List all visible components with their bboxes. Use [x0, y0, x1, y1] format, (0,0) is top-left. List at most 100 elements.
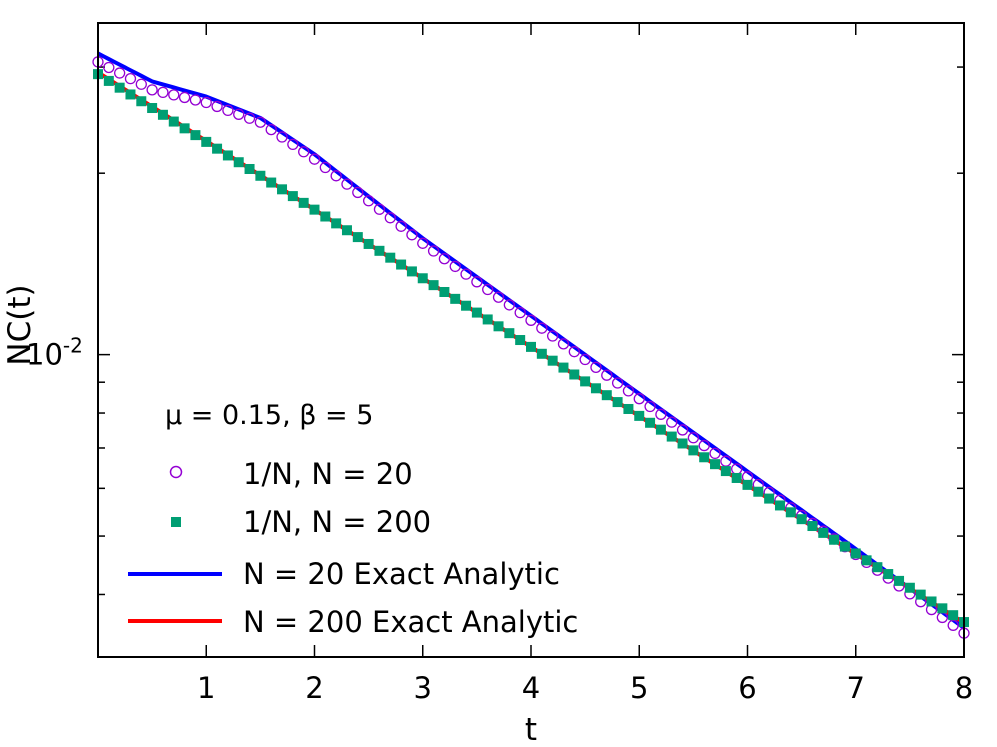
data-point-filled-square — [731, 472, 742, 483]
legend-entry-n20-points: 1/N, N = 20 — [169, 457, 413, 491]
data-point-filled-square — [179, 123, 190, 134]
data-point-filled-square — [742, 479, 753, 490]
data-point-filled-square — [298, 197, 309, 208]
y-axis-title: NC(t) — [2, 284, 38, 365]
x-tick-label: 4 — [522, 671, 540, 705]
data-point-filled-square — [796, 514, 807, 525]
data-point-open-circle — [709, 447, 721, 460]
data-point-open-circle — [189, 94, 202, 106]
data-point-open-circle — [644, 400, 656, 413]
tick-labels: 1 2 3 4 5 6 7 8 10-2 — [26, 334, 973, 705]
data-point-filled-square — [753, 486, 764, 497]
data-point-filled-square — [785, 507, 796, 518]
legend-marker-open-circle — [169, 465, 183, 479]
data-point-filled-square — [352, 232, 363, 243]
data-point-filled-square — [147, 103, 158, 114]
data-point-open-circle — [168, 89, 180, 101]
data-point-open-circle — [525, 314, 537, 326]
data-point-filled-square — [655, 424, 666, 435]
data-point-open-circle — [276, 131, 288, 143]
data-point-open-circle — [135, 78, 147, 90]
data-point-open-circle — [341, 178, 353, 190]
x-tick-label: 7 — [847, 671, 865, 705]
data-point-open-circle — [557, 338, 570, 350]
data-point-filled-square — [861, 555, 872, 566]
data-point-filled-square — [710, 459, 721, 470]
data-point-open-circle — [319, 161, 331, 174]
data-point-filled-square — [363, 238, 374, 249]
data-point-filled-square — [493, 321, 504, 332]
x-tick-label: 5 — [630, 671, 648, 705]
data-point-open-circle — [362, 195, 375, 207]
data-point-open-circle — [655, 408, 667, 420]
data-point-filled-square — [526, 341, 536, 352]
x-tick-label: 6 — [738, 671, 756, 705]
data-point-filled-square — [439, 286, 450, 297]
data-point-open-circle — [492, 291, 505, 303]
data-point-open-circle — [460, 268, 472, 280]
plot-frame — [97, 22, 965, 658]
data-point-filled-square — [699, 452, 710, 463]
data-point-open-circle — [947, 619, 959, 631]
data-point-open-circle — [601, 369, 613, 381]
data-point-filled-square — [266, 177, 277, 188]
data-point-filled-square — [168, 116, 179, 127]
data-point-open-circle — [178, 91, 191, 104]
data-point-filled-square — [590, 383, 601, 394]
data-point-filled-square — [396, 259, 407, 270]
legend-entry-n200-points: 1/N, N = 200 — [171, 505, 431, 539]
data-point-open-circle — [698, 439, 710, 452]
data-point-filled-square — [136, 96, 147, 107]
data-point-filled-square — [287, 191, 298, 202]
data-point-filled-square — [461, 300, 472, 311]
legend-label: N = 20 Exact Analytic — [243, 557, 560, 591]
data-point-open-circle — [265, 123, 277, 136]
data-point-filled-square — [612, 397, 623, 408]
y-tick-label: 10-2 — [26, 334, 83, 372]
data-point-filled-square — [374, 245, 385, 256]
data-point-filled-square — [471, 307, 482, 318]
legend-marker-filled-square — [171, 517, 181, 527]
data-point-filled-square — [406, 266, 417, 277]
legend-entry-n200-analytic: N = 200 Exact Analytic — [128, 605, 578, 639]
data-point-open-circle — [449, 260, 461, 273]
legend-entry-n20-analytic: N = 20 Exact Analytic — [128, 557, 560, 591]
data-point-filled-square — [504, 328, 515, 339]
data-point-filled-square — [569, 369, 580, 380]
data-point-open-circle — [568, 346, 580, 358]
data-point-open-circle — [114, 67, 126, 79]
x-tick-label: 3 — [414, 671, 432, 705]
data-point-filled-square — [244, 163, 255, 174]
data-point-open-circle — [503, 299, 516, 311]
data-point-open-circle — [406, 229, 418, 241]
data-point-filled-square — [677, 438, 688, 449]
legend-label: 1/N, N = 20 — [243, 457, 413, 491]
data-point-filled-square — [850, 548, 861, 559]
data-point-open-circle — [254, 116, 267, 128]
data-point-filled-square — [222, 150, 233, 161]
data-point-filled-square — [114, 82, 125, 93]
data-point-open-circle — [427, 245, 440, 257]
data-point-open-circle — [611, 377, 624, 389]
data-point-open-circle — [395, 220, 407, 232]
data-point-filled-square — [807, 521, 818, 532]
data-point-filled-square — [872, 562, 883, 573]
data-point-filled-square — [580, 376, 591, 387]
data-point-filled-square — [201, 136, 212, 147]
data-point-filled-square — [818, 527, 829, 538]
data-point-filled-square — [277, 184, 288, 195]
legend-label: 1/N, N = 200 — [243, 505, 431, 539]
data-point-filled-square — [829, 534, 840, 545]
data-point-filled-square — [839, 541, 850, 552]
data-point-filled-square — [331, 218, 342, 229]
data-point-filled-square — [233, 157, 244, 168]
data-point-open-circle — [373, 203, 386, 215]
data-point-filled-square — [103, 75, 114, 86]
data-point-filled-square — [515, 335, 526, 346]
data-point-open-circle — [687, 432, 700, 444]
data-point-filled-square — [774, 500, 785, 511]
data-point-filled-square — [915, 589, 926, 600]
legend-label: N = 200 Exact Analytic — [243, 605, 578, 639]
data-point-open-circle — [330, 170, 342, 182]
